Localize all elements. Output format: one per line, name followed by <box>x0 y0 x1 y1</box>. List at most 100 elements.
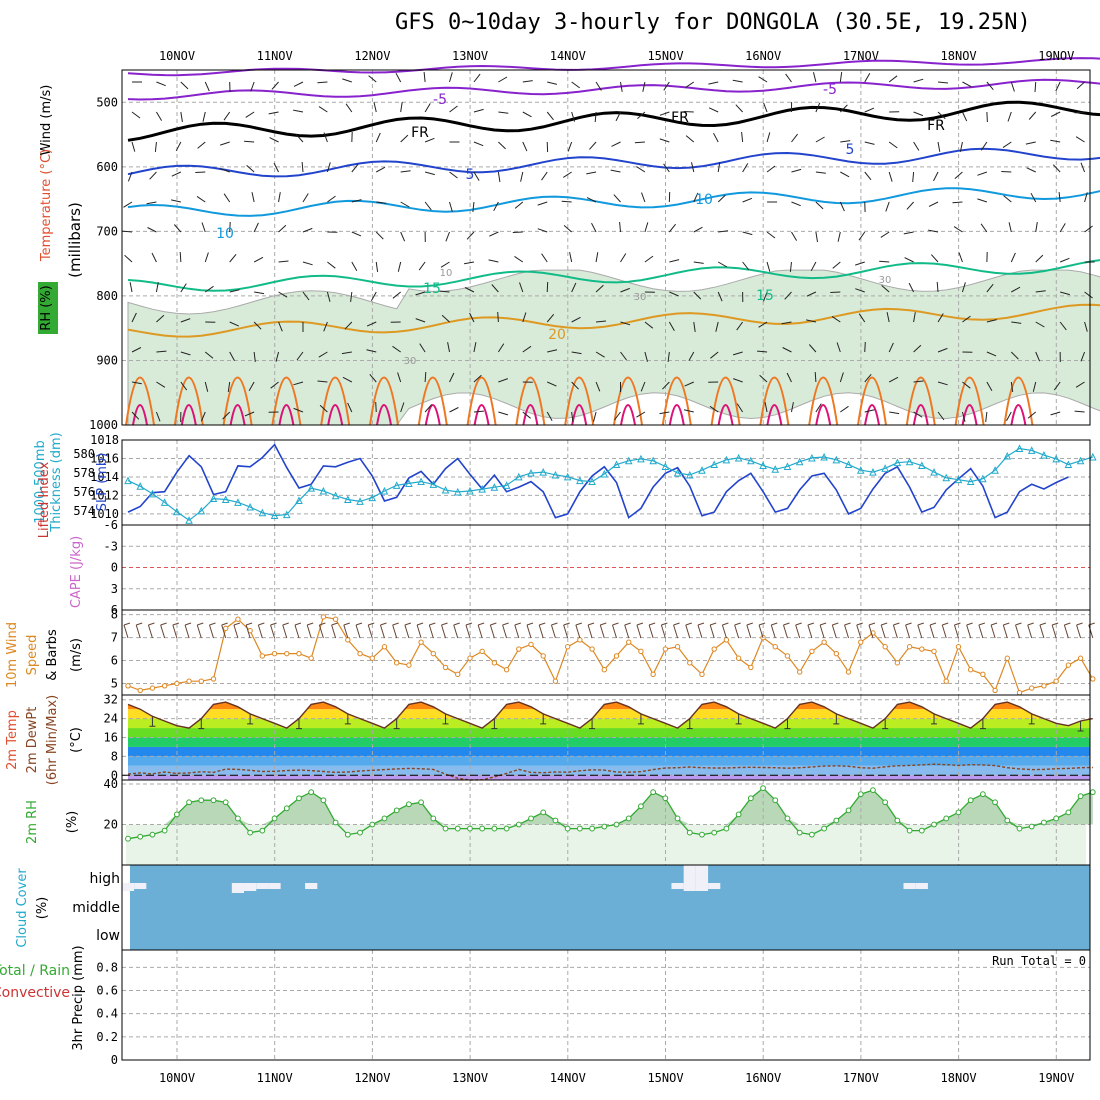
wind-barb <box>741 132 744 143</box>
wind-barb <box>400 231 406 242</box>
wind-barb <box>397 261 402 272</box>
wind10-barb-flag <box>441 622 448 626</box>
isotherm-minus5 <box>127 78 1100 101</box>
wind10-barb <box>1051 624 1057 639</box>
contour-label: FR <box>671 110 689 126</box>
wind-barb <box>620 287 630 293</box>
wind-barb <box>594 111 597 123</box>
wind-barb <box>840 405 849 413</box>
wind-barb <box>785 73 792 83</box>
wind-barb <box>669 259 680 263</box>
wind-barb <box>613 194 621 203</box>
high-cloud-gap <box>268 883 281 889</box>
wind10-barb-flag <box>1039 622 1047 626</box>
thickness-point <box>478 484 486 493</box>
rh2m-point <box>405 801 412 808</box>
wind-barb <box>837 231 841 242</box>
wind10-point <box>858 639 864 645</box>
wind10-barb-flag <box>673 622 680 626</box>
wind-barb <box>713 132 719 143</box>
wind-barb <box>302 227 313 233</box>
wind-barb <box>1035 290 1046 293</box>
contour-label: 15 <box>756 288 774 304</box>
wind10-point <box>296 650 302 657</box>
wind-barb <box>815 201 824 210</box>
thickness-point <box>942 473 951 482</box>
thickness-point <box>246 502 254 511</box>
wind-barb <box>571 316 581 323</box>
wind-barb <box>961 282 966 293</box>
wind10-tick-label: 8 <box>111 608 118 622</box>
wind-barb <box>351 231 362 237</box>
wind10-barb-flag <box>893 622 900 626</box>
wind-barb <box>248 381 255 391</box>
rh2m-point <box>699 831 705 838</box>
wind10-barb-flag <box>1027 622 1034 626</box>
wind-barb <box>571 111 576 122</box>
temp-tick-label: 24 <box>104 712 118 726</box>
wind-barb <box>693 291 702 300</box>
wind-barb <box>805 319 817 323</box>
wind10-barb <box>660 624 666 639</box>
wind-barb <box>791 201 801 207</box>
wind10-barb <box>941 624 947 639</box>
wind-barb <box>368 75 377 83</box>
rh2m-point <box>992 799 998 806</box>
rh2m-point <box>430 815 437 822</box>
wind-barb <box>591 222 597 233</box>
wind10-barb <box>831 624 837 639</box>
wind-barb <box>522 111 532 118</box>
rh2m-point <box>381 815 388 822</box>
ylabel-rh: RH (%) <box>39 285 54 330</box>
thickness-point <box>319 486 328 495</box>
contour-label: 10 <box>216 226 234 242</box>
ylabel-temp-units: (°C) <box>69 727 84 753</box>
wind-barb <box>596 320 607 323</box>
wind-barb <box>473 171 480 181</box>
minmax-bars <box>149 713 1084 732</box>
high-cloud-gap <box>244 883 257 891</box>
isotherm-25-loop <box>173 376 204 426</box>
wind10-barb <box>697 624 703 639</box>
isotherm-30-loop <box>180 404 197 426</box>
ylabel-precip: 3hr Precip (mm) <box>71 945 86 1050</box>
thickness-point <box>258 508 267 517</box>
wind-barb <box>766 165 776 173</box>
isotherm-25-loop <box>1003 376 1034 426</box>
isotherm-30-loop <box>327 404 344 426</box>
wind10-point <box>235 616 241 622</box>
wind-barb <box>717 194 726 203</box>
wind10-point <box>748 664 754 671</box>
wind-barb <box>293 81 304 87</box>
date-label-top: 13NOV <box>452 49 488 63</box>
wind10-barb <box>245 624 251 639</box>
wind-barb <box>637 111 646 119</box>
thickness-point <box>661 462 670 470</box>
wind10-barb <box>953 624 959 639</box>
isotherm-25-loop <box>369 376 399 426</box>
wind-barb <box>229 253 237 263</box>
wind10-barb <box>355 624 361 639</box>
thickness-point <box>637 454 645 463</box>
rh2m-point <box>271 815 278 822</box>
thickness-point <box>893 458 902 467</box>
wind-barb <box>1050 411 1061 416</box>
wind-barb <box>522 345 532 353</box>
wind-barb <box>546 111 554 121</box>
temp-band <box>128 728 1090 738</box>
wind-barb <box>717 162 721 173</box>
wind-barb <box>693 192 699 203</box>
wind10-point <box>723 637 730 643</box>
wind-barb <box>1001 171 1012 173</box>
wind-barb <box>400 402 405 413</box>
wind10-barb-flag <box>514 622 521 626</box>
pressure-tick-label: 800 <box>96 289 118 303</box>
wind10-barb-flag <box>636 622 644 626</box>
wind10-barb <box>587 624 593 639</box>
wind-barb <box>278 192 281 203</box>
wind-barb <box>736 321 744 331</box>
wind10-barb-flag <box>905 622 912 626</box>
rh2m-points <box>125 785 1096 842</box>
rh2m-point <box>638 803 644 810</box>
wind-barb <box>278 321 283 332</box>
